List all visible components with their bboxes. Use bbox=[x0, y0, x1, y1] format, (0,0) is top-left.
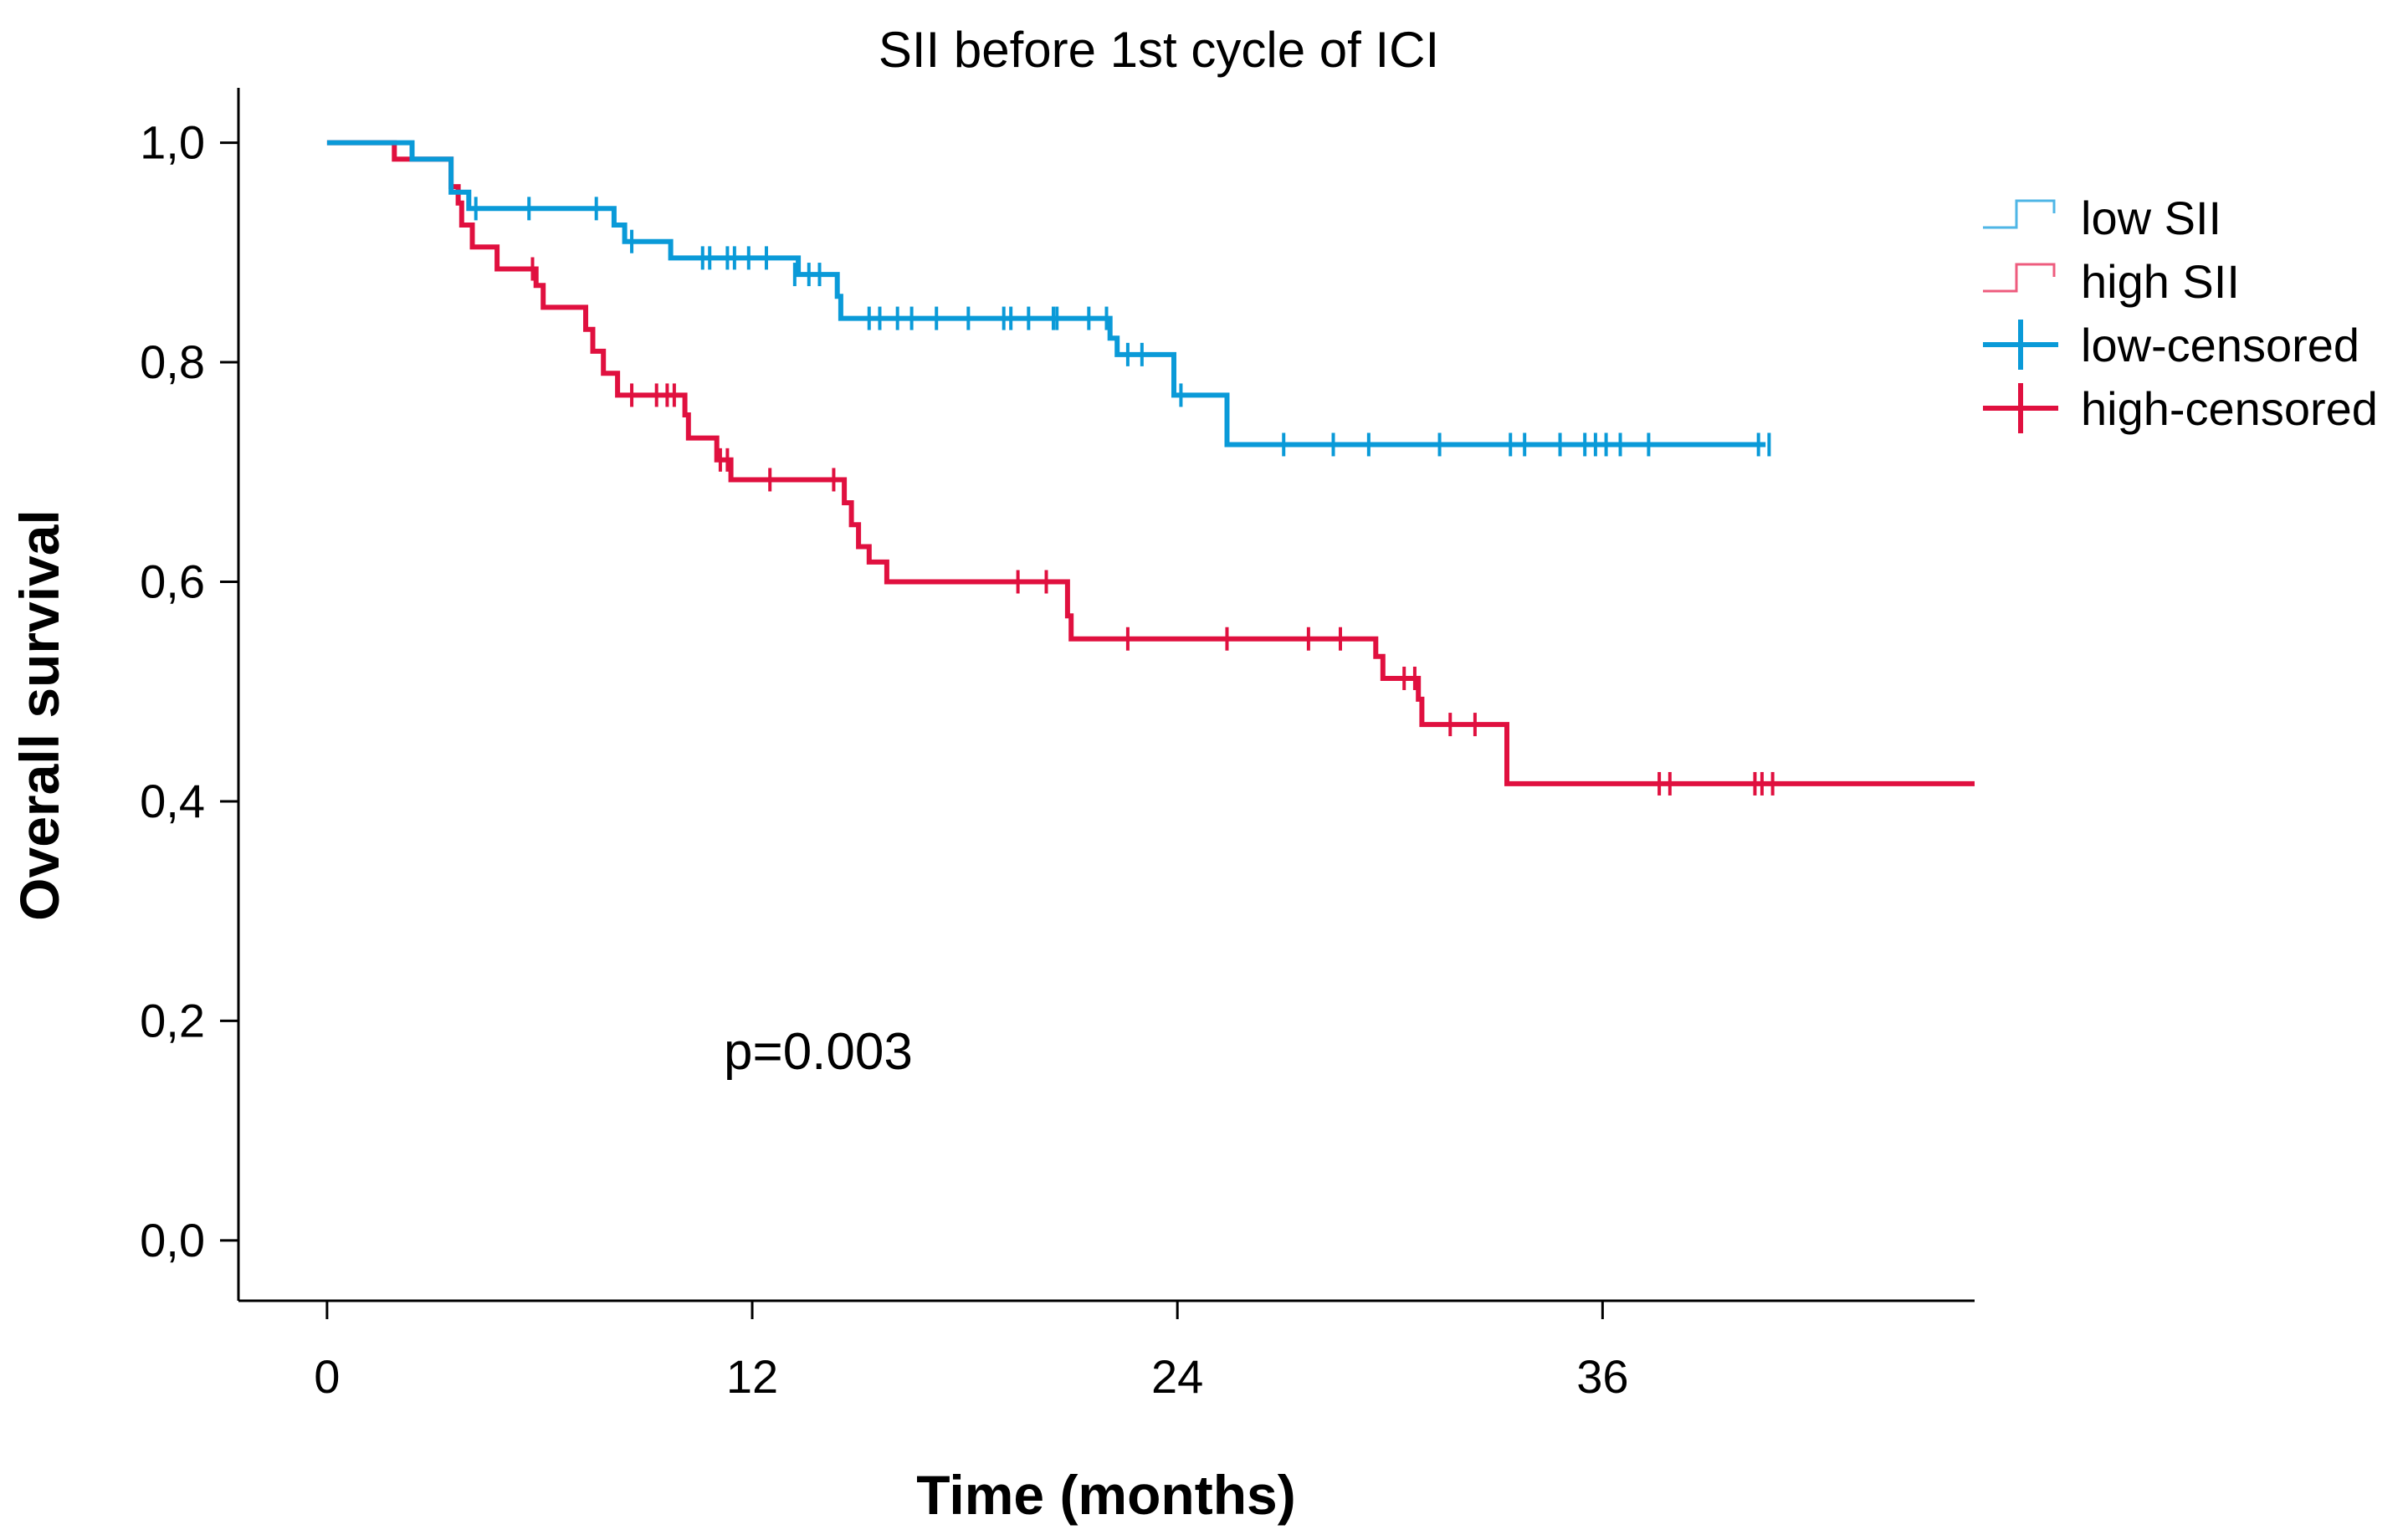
y-axis-title: Overall survival bbox=[8, 509, 70, 921]
legend-item-high-sii: high SII bbox=[1983, 255, 2240, 308]
legend-item-low-sii: low SII bbox=[1983, 192, 2221, 244]
x-axis-title: Time (months) bbox=[916, 1464, 1295, 1526]
survival-step-line-high bbox=[326, 140, 1975, 786]
legend-censor-icon-low bbox=[1983, 320, 2058, 370]
y-tick-label: 1,0 bbox=[140, 116, 205, 169]
x-tick-label: 24 bbox=[1151, 1350, 1203, 1403]
y-tick-label: 0,0 bbox=[140, 1214, 205, 1266]
x-tick-label: 0 bbox=[314, 1350, 340, 1403]
y-tick-label: 0,6 bbox=[140, 555, 205, 607]
y-tick-label: 0,4 bbox=[140, 775, 205, 827]
y-axis-ticks: 0,0 0,2 0,4 0,6 0,8 1,0 bbox=[140, 116, 238, 1266]
legend-step-icon-high bbox=[1983, 263, 2056, 293]
x-axis-ticks: 0 12 24 36 bbox=[314, 1301, 1629, 1403]
legend-label-low-censored: low-censored bbox=[2081, 319, 2359, 371]
legend-label-low-sii: low SII bbox=[2081, 192, 2221, 244]
y-tick-label: 0,2 bbox=[140, 994, 205, 1046]
chart-title: SII before 1st cycle of ICI bbox=[879, 22, 1439, 78]
legend-item-high-censored: high-censored bbox=[1983, 382, 2378, 435]
plot-frame bbox=[237, 88, 1975, 1302]
legend-label-high-censored: high-censored bbox=[2081, 382, 2378, 435]
p-value-annotation: p=0.003 bbox=[724, 1023, 913, 1081]
x-tick-label: 12 bbox=[726, 1350, 778, 1403]
y-tick-label: 0,8 bbox=[140, 335, 205, 388]
survival-curves bbox=[326, 140, 1975, 796]
legend-censor-icon-high bbox=[1983, 383, 2058, 433]
survival-step-line-low bbox=[326, 140, 1766, 448]
legend-step-icon-low bbox=[1983, 199, 2056, 229]
x-tick-label: 36 bbox=[1576, 1350, 1628, 1403]
series-high-sii bbox=[326, 140, 1975, 796]
legend-label-high-sii: high SII bbox=[2081, 255, 2240, 308]
legend-item-low-censored: low-censored bbox=[1983, 319, 2359, 371]
legend: low SII high SII low-censored high-censo… bbox=[1983, 192, 2378, 435]
series-low-sii bbox=[326, 140, 1771, 457]
